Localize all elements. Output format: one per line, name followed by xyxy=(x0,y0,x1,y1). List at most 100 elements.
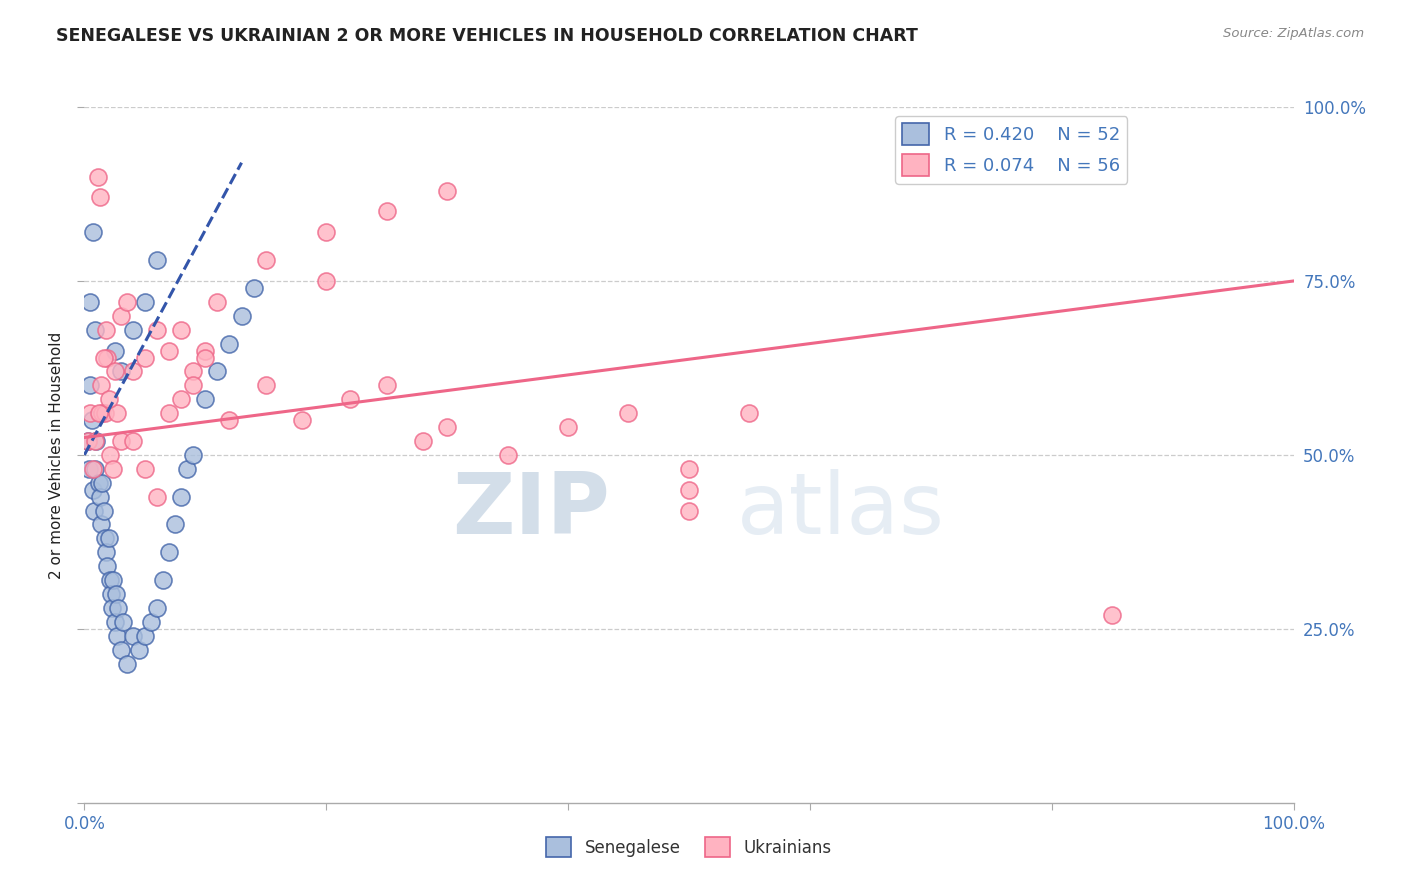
Point xyxy=(170,490,193,504)
Point xyxy=(94,323,117,337)
Point xyxy=(82,225,104,239)
Point xyxy=(134,462,156,476)
Point xyxy=(86,434,108,448)
Point xyxy=(121,434,143,448)
Point xyxy=(84,462,107,476)
Point xyxy=(80,413,103,427)
Point xyxy=(79,294,101,309)
Point xyxy=(207,364,229,378)
Point xyxy=(105,629,128,643)
Point xyxy=(165,517,187,532)
Point xyxy=(412,434,434,448)
Point xyxy=(170,392,193,407)
Point xyxy=(87,406,110,420)
Point xyxy=(375,204,398,219)
Point xyxy=(91,475,114,490)
Point xyxy=(97,532,120,546)
Point xyxy=(110,364,132,378)
Point xyxy=(152,573,174,587)
Point xyxy=(89,190,111,204)
Point xyxy=(242,281,264,295)
Point xyxy=(218,336,240,351)
Point xyxy=(194,392,217,407)
Point xyxy=(90,517,112,532)
Text: atlas: atlas xyxy=(737,469,945,552)
Text: Source: ZipAtlas.com: Source: ZipAtlas.com xyxy=(1223,27,1364,40)
Point xyxy=(146,323,169,337)
Point xyxy=(291,413,314,427)
Y-axis label: 2 or more Vehicles in Household: 2 or more Vehicles in Household xyxy=(49,331,65,579)
Point xyxy=(94,532,117,546)
Point xyxy=(110,642,132,657)
Point xyxy=(110,309,132,323)
Point xyxy=(97,392,120,407)
Point xyxy=(157,545,180,559)
Point xyxy=(93,351,115,365)
Point xyxy=(104,615,127,629)
Point xyxy=(82,462,104,476)
Point xyxy=(87,475,110,490)
Point xyxy=(104,343,127,358)
Point xyxy=(339,392,361,407)
Point xyxy=(96,351,118,365)
Point xyxy=(77,434,100,448)
Point xyxy=(107,601,129,615)
Point xyxy=(94,406,117,420)
Text: SENEGALESE VS UKRAINIAN 2 OR MORE VEHICLES IN HOUSEHOLD CORRELATION CHART: SENEGALESE VS UKRAINIAN 2 OR MORE VEHICL… xyxy=(56,27,918,45)
Point xyxy=(98,448,121,462)
Point xyxy=(170,323,193,337)
Point xyxy=(134,629,156,643)
Point xyxy=(315,225,337,239)
Point xyxy=(104,364,127,378)
Point xyxy=(101,601,124,615)
Point xyxy=(254,378,277,392)
Point xyxy=(93,503,115,517)
Point xyxy=(77,434,100,448)
Point xyxy=(194,351,217,365)
Point xyxy=(100,587,122,601)
Point xyxy=(83,503,105,517)
Point xyxy=(617,406,640,420)
Point xyxy=(86,169,108,184)
Point xyxy=(557,420,579,434)
Point xyxy=(134,294,156,309)
Point xyxy=(157,406,180,420)
Point xyxy=(128,642,150,657)
Point xyxy=(103,573,125,587)
Point xyxy=(98,573,121,587)
Point xyxy=(157,343,180,358)
Point xyxy=(84,434,107,448)
Point xyxy=(89,490,111,504)
Point xyxy=(103,462,125,476)
Point xyxy=(134,351,156,365)
Point xyxy=(678,462,700,476)
Point xyxy=(181,448,204,462)
Point xyxy=(146,601,169,615)
Point xyxy=(79,406,101,420)
Point xyxy=(94,545,117,559)
Point xyxy=(181,378,204,392)
Point xyxy=(146,490,169,504)
Point xyxy=(82,483,104,497)
Point xyxy=(231,309,253,323)
Point xyxy=(121,364,143,378)
Point xyxy=(678,483,700,497)
Point xyxy=(112,615,135,629)
Point xyxy=(79,378,101,392)
Point xyxy=(146,253,169,268)
Point xyxy=(90,378,112,392)
Point xyxy=(115,657,138,671)
Point xyxy=(84,323,107,337)
Point xyxy=(110,434,132,448)
Point xyxy=(121,323,143,337)
Point xyxy=(91,406,114,420)
Point xyxy=(207,294,229,309)
Point xyxy=(77,462,100,476)
Point xyxy=(104,587,127,601)
Point xyxy=(194,343,217,358)
Point xyxy=(105,406,128,420)
Text: ZIP: ZIP xyxy=(453,469,610,552)
Point xyxy=(436,184,458,198)
Point xyxy=(738,406,761,420)
Point xyxy=(218,413,240,427)
